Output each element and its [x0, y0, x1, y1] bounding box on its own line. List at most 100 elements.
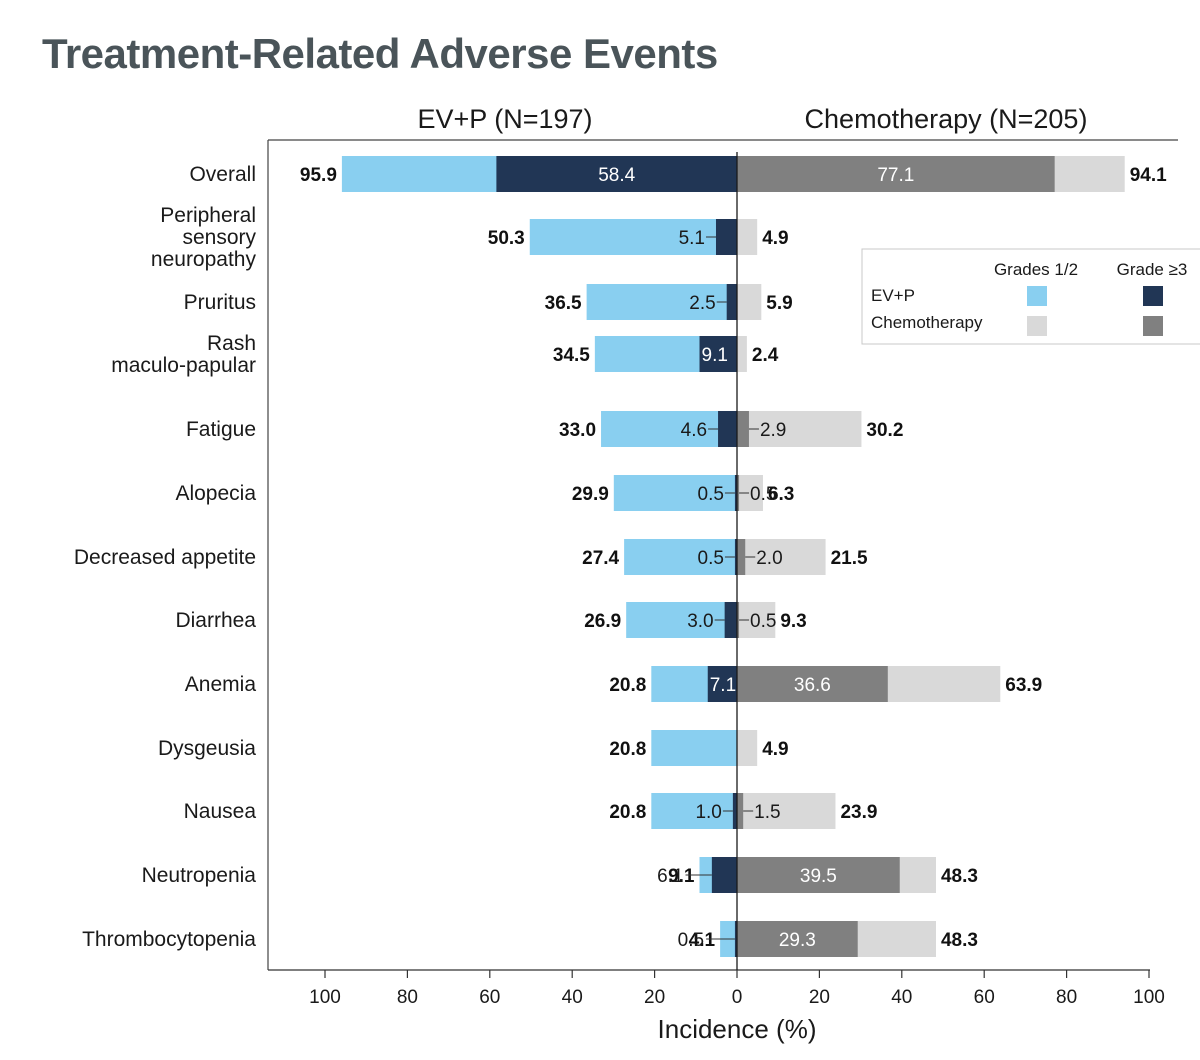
x-tick-label: 20 — [809, 987, 830, 1008]
category-label: Overall — [189, 163, 256, 186]
chemo-grade3-label: 0.5 — [750, 484, 776, 505]
legend-swatch-chemo-grade3 — [1143, 316, 1163, 336]
legend-swatch-evp-grades12 — [1027, 286, 1047, 306]
x-tick-label: 20 — [644, 987, 665, 1008]
category-label-line: neuropathy — [151, 248, 257, 271]
category-label: Peripheral sensory neuropathy — [151, 204, 257, 271]
x-tick-label: 60 — [479, 987, 500, 1008]
evp-any-grade-bar — [613, 475, 737, 511]
evp-grade3-bar — [699, 336, 737, 372]
category-label-line: Alopecia — [175, 482, 256, 505]
category-label-line: Diarrhea — [175, 609, 256, 632]
evp-any-grade-bar — [586, 284, 737, 320]
evp-any-grade-label: 9.1 — [668, 866, 695, 887]
chemo-any-grade-bar — [737, 284, 762, 320]
legend-swatch-evp-grade3 — [1143, 286, 1163, 306]
evp-any-grade-label: 33.0 — [559, 420, 596, 441]
legend-column-header: Grades 1/2 — [994, 260, 1078, 279]
chemo-grade3-label: 2.0 — [756, 548, 782, 569]
chemo-any-grade-bar — [737, 219, 758, 255]
category-label-line: Neutropenia — [142, 864, 257, 887]
evp-grade3-label: 1.0 — [695, 802, 721, 823]
evp-grade3-bar — [711, 857, 737, 893]
category-label: Nausea — [184, 800, 257, 823]
evp-any-grade-label: 26.9 — [584, 611, 621, 632]
evp-grade3-bar — [707, 666, 737, 702]
chemo-any-grade-label: 94.1 — [1130, 165, 1167, 186]
category-label: Decreased appetite — [74, 546, 256, 569]
evp-any-grade-label: 4.1 — [689, 930, 716, 951]
category-label-line: Decreased appetite — [74, 546, 256, 569]
chemo-any-grade-bar — [737, 793, 836, 829]
category-label: Pruritus — [184, 291, 256, 314]
category-label: Anemia — [185, 673, 257, 696]
evp-grade3-label: 9.1 — [702, 345, 728, 366]
legend-swatch-chemo-grades12 — [1027, 316, 1047, 336]
chemo-grade3-bar — [737, 857, 900, 893]
evp-grade3-bar — [724, 602, 737, 638]
chemo-grade3-label: 0.5 — [750, 611, 776, 632]
evp-grade3-label: 0.5 — [678, 930, 704, 951]
legend-column-header: Grade ≥3 — [1117, 260, 1188, 279]
evp-any-grade-label: 34.5 — [553, 345, 590, 366]
category-label-line: Pruritus — [184, 291, 256, 314]
evp-grade3-bar — [732, 793, 737, 829]
evp-any-grade-label: 20.8 — [609, 739, 646, 760]
evp-any-grade-label: 20.8 — [609, 802, 646, 823]
x-tick-label: 100 — [309, 987, 341, 1008]
x-tick-label: 60 — [974, 987, 995, 1008]
chemo-grade3-bar — [737, 666, 888, 702]
category-label: Diarrhea — [175, 609, 256, 632]
chemo-grade3-bar — [737, 411, 749, 447]
chemo-grade3-label: 77.1 — [877, 165, 914, 186]
evp-any-grade-label: 50.3 — [488, 228, 525, 249]
x-tick-label: 80 — [1056, 987, 1077, 1008]
category-label-line: Fatigue — [186, 418, 256, 441]
category-label: Rash maculo-papular — [111, 332, 256, 377]
evp-grade3-bar — [718, 411, 737, 447]
evp-any-grade-bar — [651, 730, 737, 766]
evp-grade3-label: 58.4 — [598, 165, 635, 186]
chemo-grade3-bar — [737, 602, 740, 638]
x-tick-label: 40 — [562, 987, 583, 1008]
category-label: Fatigue — [186, 418, 256, 441]
chemo-grade3-label: 36.6 — [794, 675, 831, 696]
evp-grade3-bar — [715, 219, 737, 255]
evp-any-grade-bar — [651, 793, 737, 829]
evp-grade3-label: 4.6 — [681, 420, 707, 441]
category-label: Thrombocytopenia — [82, 928, 256, 951]
evp-any-grade-bar — [624, 539, 737, 575]
evp-any-grade-label: 20.8 — [609, 675, 646, 696]
evp-grade3-label: 3.0 — [687, 611, 713, 632]
evp-any-grade-label: 27.4 — [582, 548, 619, 569]
evp-grade3-label: 2.5 — [689, 293, 715, 314]
category-label-line: Anemia — [185, 673, 257, 696]
category-label-line: Rash — [207, 332, 256, 355]
chemo-grade3-label: 39.5 — [800, 866, 837, 887]
category-label: Alopecia — [175, 482, 256, 505]
chemo-any-grade-label: 30.2 — [866, 420, 903, 441]
evp-grade3-label: 0.5 — [698, 548, 724, 569]
chemo-any-grade-label: 4.9 — [762, 228, 788, 249]
legend-row-label: Chemotherapy — [871, 313, 983, 332]
chemo-any-grade-label: 48.3 — [941, 866, 978, 887]
legend-row-label: EV+P — [871, 286, 915, 305]
category-label-line: Dysgeusia — [158, 737, 256, 760]
arm-header-evp: EV+P (N=197) — [417, 104, 592, 134]
chemo-grade3-bar — [737, 475, 740, 511]
category-label: Neutropenia — [142, 864, 257, 887]
evp-any-grade-label: 95.9 — [300, 165, 337, 186]
chemo-any-grade-label: 63.9 — [1005, 675, 1042, 696]
evp-grade3-bar — [734, 475, 737, 511]
category-label: Dysgeusia — [158, 737, 256, 760]
evp-grade3-bar — [734, 539, 737, 575]
evp-any-grade-label: 29.9 — [572, 484, 609, 505]
chemo-any-grade-label: 21.5 — [831, 548, 868, 569]
x-tick-label: 100 — [1133, 987, 1165, 1008]
evp-any-grade-label: 36.5 — [545, 293, 582, 314]
x-tick-label: 80 — [397, 987, 418, 1008]
chemo-any-grade-label: 23.9 — [840, 802, 877, 823]
evp-grade3-label: 0.5 — [698, 484, 724, 505]
chemo-grade3-bar — [737, 793, 744, 829]
chemo-grade3-bar — [737, 921, 858, 957]
